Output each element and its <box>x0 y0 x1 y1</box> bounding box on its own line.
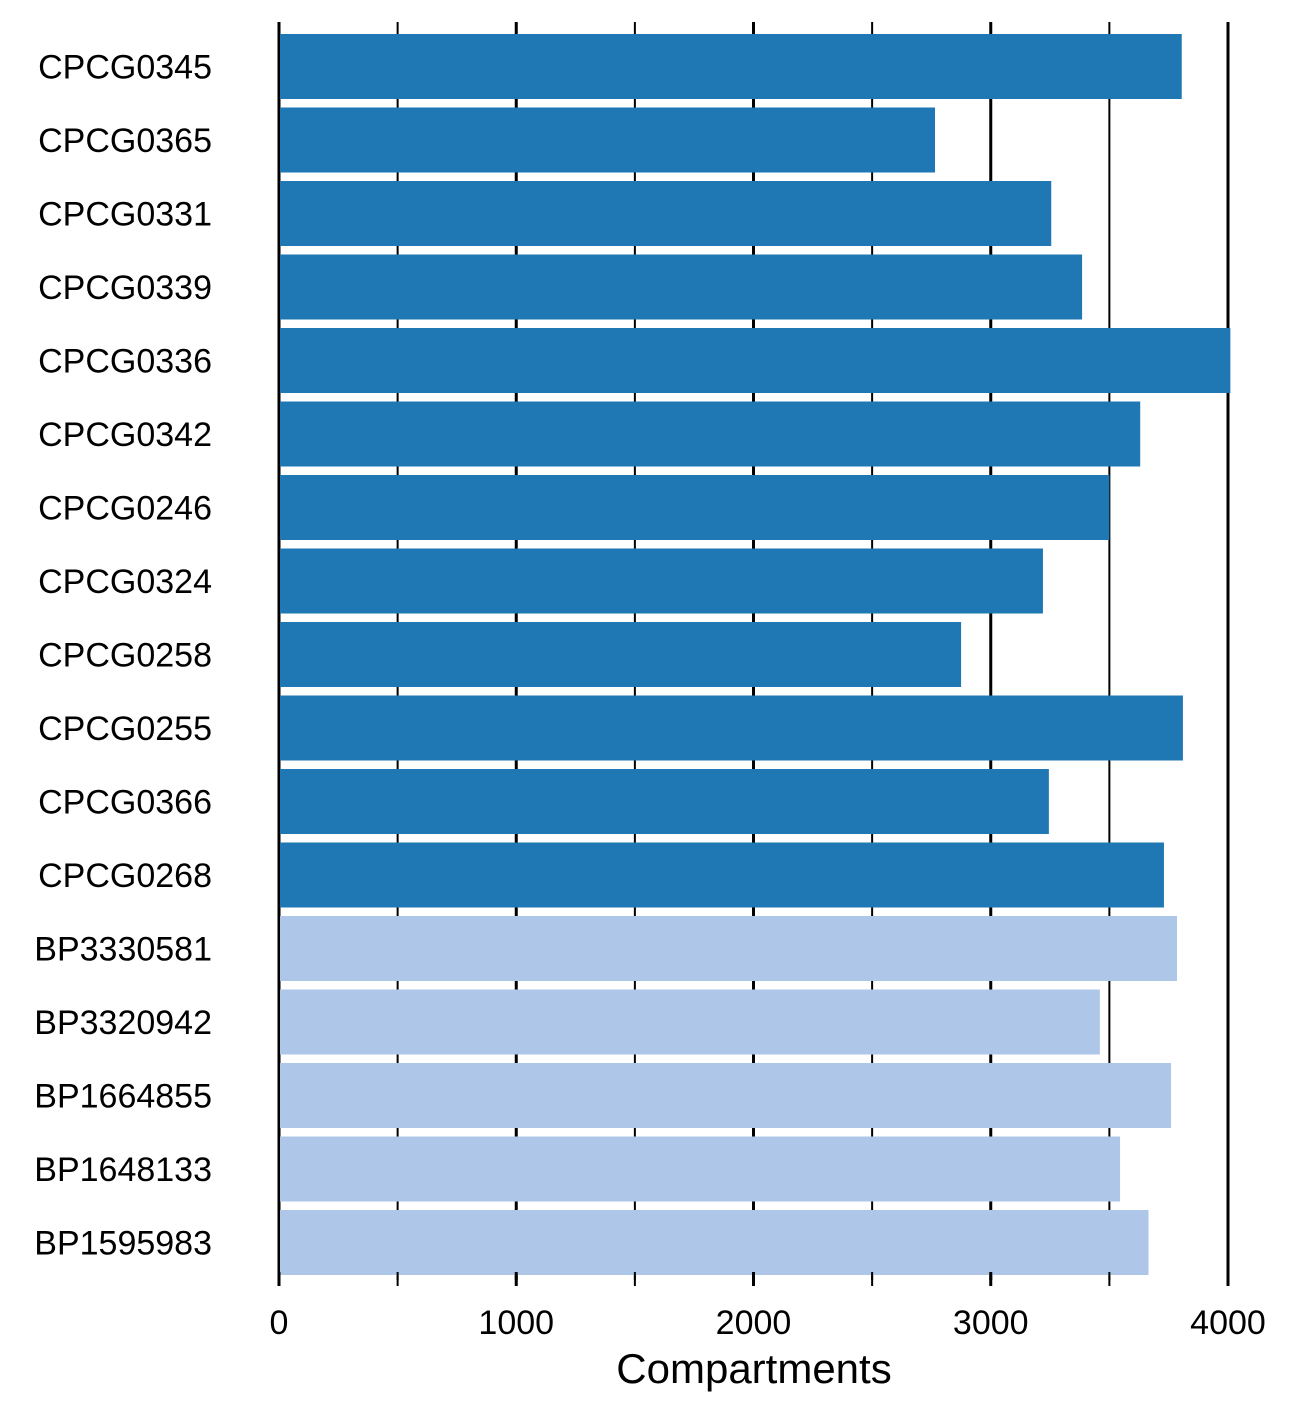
y-tick-label: CPCG0366 <box>38 784 212 822</box>
bar <box>279 181 1052 246</box>
bar <box>279 1136 1121 1202</box>
bar <box>279 622 962 687</box>
y-tick-label: CPCG0268 <box>38 857 212 895</box>
bar <box>279 916 1177 981</box>
y-tick-label: CPCG0331 <box>38 196 212 234</box>
x-tick-label: 4000 <box>1190 1304 1266 1342</box>
y-tick-label: CPCG0345 <box>38 49 212 87</box>
y-tick-label: BP1648133 <box>34 1151 212 1189</box>
bar <box>279 254 1083 320</box>
y-tick-label: CPCG0339 <box>38 269 212 307</box>
y-tick-label: BP1595983 <box>34 1225 212 1263</box>
bar <box>279 401 1141 467</box>
labels: 0 1000 2000 3000 4000 CPCG0345 CPCG0365 CPCG033… <box>34 49 1266 1343</box>
bar <box>279 107 935 173</box>
x-tick-label: 2000 <box>716 1304 792 1342</box>
x-tick-label: 0 <box>270 1304 289 1342</box>
bar <box>279 842 1164 908</box>
y-tick-label: CPCG0336 <box>38 343 212 381</box>
axes <box>277 22 1230 1286</box>
y-tick-label: CPCG0365 <box>38 122 212 160</box>
bar <box>279 548 1043 614</box>
y-tick-label: BP1664855 <box>34 1078 212 1116</box>
x-tick-label: 1000 <box>478 1304 554 1342</box>
y-tick-label: CPCG0342 <box>38 416 212 454</box>
bar <box>279 328 1231 393</box>
y-tick-label: CPCG0246 <box>38 490 212 528</box>
bars <box>279 34 1231 1275</box>
y-tick-label: BP3330581 <box>34 931 212 969</box>
bar <box>279 34 1182 99</box>
y-tick-label: CPCG0255 <box>38 710 212 748</box>
bar <box>279 769 1049 834</box>
bar <box>279 989 1100 1055</box>
bar <box>279 1210 1149 1275</box>
bar <box>279 1063 1172 1128</box>
y-tick-label: BP3320942 <box>34 1004 212 1042</box>
bar <box>279 695 1183 761</box>
y-tick-label: CPCG0324 <box>38 563 212 601</box>
bar <box>279 475 1110 540</box>
x-axis-title: Compartments <box>616 1345 891 1392</box>
x-tick-label: 3000 <box>953 1304 1029 1342</box>
y-tick-label: CPCG0258 <box>38 637 212 675</box>
